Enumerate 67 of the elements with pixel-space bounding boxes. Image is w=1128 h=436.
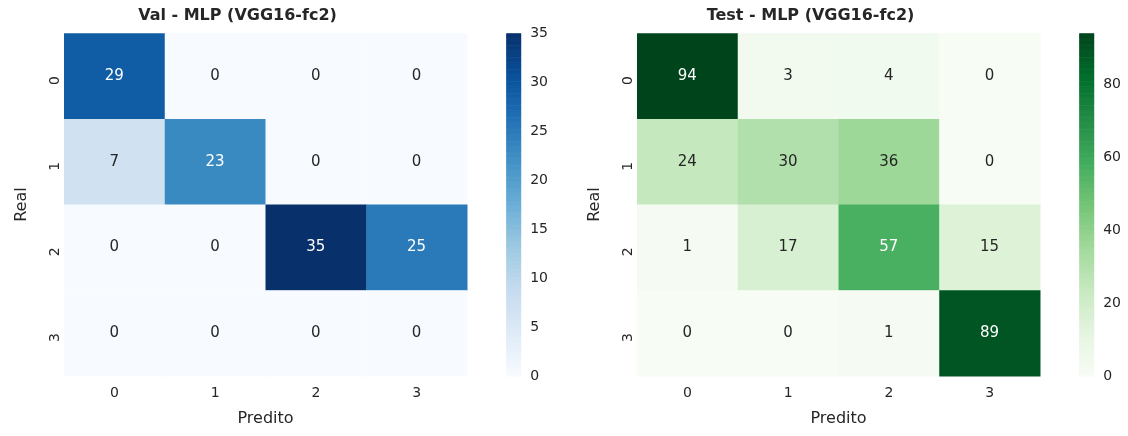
color-bar-label: 40 — [1103, 220, 1122, 237]
x-axis-title: Predito — [810, 407, 867, 427]
y-tick-label: 3 — [45, 333, 62, 343]
data-label: 0 — [783, 323, 793, 342]
data-label: 0 — [984, 65, 995, 84]
data-label: 0 — [411, 323, 422, 342]
data-label: 15 — [980, 237, 1000, 256]
y-axis-title: Real — [10, 187, 30, 222]
x-tick-label: 3 — [412, 384, 422, 401]
data-label: 0 — [109, 323, 120, 342]
color-bar-label: 15 — [530, 219, 549, 236]
x-tick-label: 1 — [210, 384, 220, 401]
data-label: 36 — [879, 151, 899, 170]
data-label: 89 — [980, 323, 1000, 342]
data-label: 0 — [984, 151, 995, 170]
data-label: 25 — [407, 237, 427, 256]
data-label: 0 — [311, 65, 321, 84]
color-bar-label: 20 — [530, 170, 549, 187]
y-tick-label: 1 — [618, 161, 635, 171]
color-bar-label: 0 — [1103, 366, 1113, 383]
color-bar-label: 25 — [530, 121, 549, 138]
data-label: 0 — [109, 237, 120, 256]
y-tick-label: 1 — [45, 161, 62, 171]
data-label: 35 — [306, 237, 326, 256]
data-label: 94 — [677, 65, 697, 84]
data-label: 17 — [778, 237, 798, 256]
y-tick-label: 0 — [618, 76, 635, 85]
data-label: 30 — [778, 151, 798, 170]
data-label: 0 — [682, 323, 693, 342]
data-label: 57 — [879, 237, 899, 256]
data-label: 0 — [411, 65, 422, 84]
x-tick-label: 1 — [783, 384, 793, 401]
y-tick-label: 0 — [45, 76, 62, 85]
data-label: 0 — [311, 323, 321, 342]
color-bar-label: 0 — [530, 366, 540, 383]
color-bar-label: 10 — [530, 268, 549, 285]
data-label: 29 — [104, 65, 124, 84]
data-label: 0 — [210, 237, 220, 256]
chart-title: Test - MLP (VGG16-fc2) — [706, 4, 915, 24]
data-label: 7 — [109, 151, 120, 170]
x-tick-label: 0 — [109, 384, 119, 401]
x-tick-label: 2 — [311, 384, 321, 401]
data-label: 1 — [682, 237, 693, 256]
data-label: 0 — [210, 65, 220, 84]
chart-title: Val - MLP (VGG16-fc2) — [138, 4, 337, 24]
y-tick-label: 2 — [45, 247, 62, 257]
data-label: 1 — [884, 323, 894, 342]
data-label: 0 — [311, 151, 321, 170]
color-bar-label: 20 — [1103, 293, 1122, 310]
y-tick-label: 3 — [618, 333, 635, 343]
data-label: 24 — [677, 151, 697, 170]
x-tick-label: 2 — [884, 384, 894, 401]
color-bar-label: 5 — [530, 317, 540, 334]
x-tick-label: 3 — [985, 384, 995, 401]
y-tick-label: 2 — [618, 247, 635, 257]
color-bar-label: 30 — [530, 72, 549, 89]
data-label: 23 — [205, 151, 225, 170]
color-bar-label: 60 — [1103, 147, 1122, 164]
data-label: 0 — [210, 323, 220, 342]
data-label: 0 — [411, 151, 422, 170]
y-axis-title: Real — [583, 187, 603, 222]
data-label: 3 — [783, 65, 793, 84]
data-label: 4 — [884, 65, 894, 84]
color-bar-label: 80 — [1103, 74, 1122, 91]
x-tick-label: 0 — [682, 384, 692, 401]
x-axis-title: Predito — [237, 407, 294, 427]
color-bar-label: 35 — [530, 23, 549, 40]
